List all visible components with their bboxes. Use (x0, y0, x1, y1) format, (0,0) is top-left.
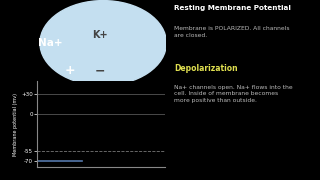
Text: Na+ channels open. Na+ flows into the
cell. Inside of membrane becomes
more posi: Na+ channels open. Na+ flows into the ce… (174, 85, 293, 103)
Text: Membrane is POLARIZED. All channels
are closed.: Membrane is POLARIZED. All channels are … (174, 26, 290, 38)
Text: −: − (95, 64, 105, 77)
Text: K+: K+ (92, 30, 108, 40)
Text: Na+: Na+ (38, 38, 62, 48)
Text: Depolarization: Depolarization (174, 64, 238, 73)
Ellipse shape (40, 1, 166, 86)
Y-axis label: Membrane potential (mv): Membrane potential (mv) (13, 93, 18, 156)
Text: Resting Membrane Potential: Resting Membrane Potential (174, 5, 291, 11)
Text: +: + (65, 64, 75, 77)
